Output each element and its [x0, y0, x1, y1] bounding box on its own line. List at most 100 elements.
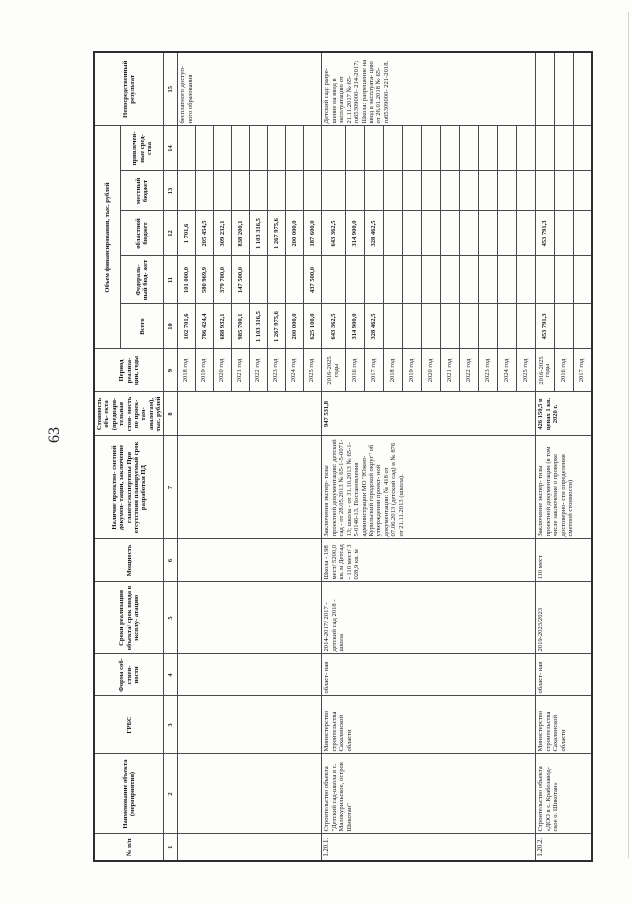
cell-regional [554, 211, 574, 256]
cell-federal [421, 256, 441, 304]
cell-federal [364, 256, 384, 304]
cell-attracted [535, 126, 555, 171]
cell-psd: Заключение экспер- тизы проектной докуме… [535, 436, 592, 539]
header-financing-group: Объем финансирования, тыс. рублей [94, 126, 121, 349]
cell-total: 1 267 975,6 [267, 304, 286, 349]
cell-period: 2024 год [497, 349, 517, 392]
cell-result [573, 52, 592, 126]
cell-grbs [177, 696, 322, 754]
cell-regional [402, 211, 422, 256]
cell-local [516, 171, 536, 211]
cell-federal [478, 256, 498, 304]
cell-attracted [231, 126, 250, 171]
col-num: 8 [163, 392, 178, 436]
cell-attracted [213, 126, 232, 171]
page-number: 63 [46, 427, 63, 443]
col-num: 10 [163, 304, 178, 349]
cell-total [497, 304, 517, 349]
cell-local [213, 171, 232, 211]
cell-total: 102 701,6 [177, 304, 196, 349]
scan-edge-artifact [628, 12, 629, 858]
cell-federal [402, 256, 422, 304]
cell-local [440, 171, 460, 211]
cell-regional [383, 211, 403, 256]
cell-period: 2025 год [303, 349, 322, 392]
cell-total [421, 304, 441, 349]
cell-result [554, 52, 574, 126]
header-federal-budget: Федераль- ный бюд- жет [120, 256, 164, 304]
cell-federal: 379 700,0 [213, 256, 232, 304]
rotated-table-container: № п/п Наименование объекта (мероприятия)… [93, 51, 593, 862]
cell-attracted [459, 126, 479, 171]
header-object-name: Наименование объекта (мероприятия) [94, 754, 164, 834]
cell-local [285, 171, 304, 211]
cell-ownership [177, 654, 322, 696]
cell-number: 1.20.1. [321, 834, 536, 861]
col-num: 1 [163, 834, 178, 861]
cell-attracted [303, 126, 322, 171]
cell-grbs: Министерство строительства Сахалинской о… [321, 696, 536, 754]
cell-total [573, 304, 592, 349]
cell-attracted [573, 126, 592, 171]
col-num: 9 [163, 349, 178, 392]
cell-local [459, 171, 479, 211]
cell-grbs: Министерство строительства Сахалинской о… [535, 696, 592, 754]
cell-period: 2021 год [231, 349, 250, 392]
cell-attracted [554, 126, 574, 171]
cell-period: 2018 год [383, 349, 403, 392]
cell-number [177, 834, 322, 861]
cell-ownership: област- ная [321, 654, 536, 696]
table-row: 1.20.2. Строительство объекта «ДОО в с. … [535, 52, 592, 861]
cell-total: 200 000,0 [285, 304, 304, 349]
cell-attracted [497, 126, 517, 171]
cell-psd: Заключения экспер- тизы проектной докуме… [321, 436, 536, 539]
cell-local [535, 171, 555, 211]
cell-attracted [364, 126, 384, 171]
cell-local [321, 171, 346, 211]
header-cost: Стоимость объ- екта (предвари- тельная с… [94, 392, 164, 436]
cell-total [554, 304, 574, 349]
col-num: 3 [163, 696, 178, 754]
cell-total: 314 900,0 [345, 304, 365, 349]
column-numbers-row: 1 2 3 4 5 6 7 8 9 10 11 12 13 14 15 [163, 52, 178, 861]
cell-regional [459, 211, 479, 256]
cell-result: Детский сад: разре- шение на ввод в эксп… [321, 52, 536, 126]
cell-total [440, 304, 460, 349]
cell-total: 985 700,1 [231, 304, 250, 349]
cell-period: 2025 год [516, 349, 536, 392]
cell-federal [573, 256, 592, 304]
cell-federal: 437 500,0 [303, 256, 322, 304]
cell-capacity: 110 мест [535, 539, 592, 582]
cell-terms: 2019-2023/2023 [535, 582, 592, 654]
cell-federal [321, 256, 346, 304]
table-region: № п/п Наименование объекта (мероприятия)… [93, 51, 593, 862]
cell-local [345, 171, 365, 211]
cell-period: 2019 год [402, 349, 422, 392]
table-row: 1.20.1. Строительство объекта "Детский с… [321, 52, 536, 861]
cell-result [535, 52, 555, 126]
cell-regional: 309 232,1 [213, 211, 232, 256]
cell-federal [497, 256, 517, 304]
cell-total: 625 100,0 [303, 304, 322, 349]
cell-federal [285, 256, 304, 304]
cell-total [383, 304, 403, 349]
header-total: Всего [120, 304, 164, 349]
cell-attracted [195, 126, 214, 171]
cell-local [249, 171, 268, 211]
cell-period: 2016 год [345, 349, 365, 392]
cell-regional: 453 791,3 [535, 211, 555, 256]
col-num: 11 [163, 256, 178, 304]
cell-federal: 580 969,9 [195, 256, 214, 304]
cell-total: 1 103 316,5 [249, 304, 268, 349]
cell-attracted [249, 126, 268, 171]
cell-object-name: Строительство объекта «ДОО в с. Крабозав… [535, 754, 592, 834]
cell-regional [497, 211, 517, 256]
header-npp: № п/п [94, 834, 164, 861]
header-terms: Сроки реализации объекта/ срок ввода в э… [94, 582, 164, 654]
table-row: 2018 год 102 701,6 101 000,0 1 701,6 бес… [177, 52, 322, 861]
col-num: 13 [163, 171, 178, 211]
cell-federal [554, 256, 574, 304]
cell-local [383, 171, 403, 211]
header-local-budget: местный бюджет [120, 171, 164, 211]
cell-local [554, 171, 574, 211]
